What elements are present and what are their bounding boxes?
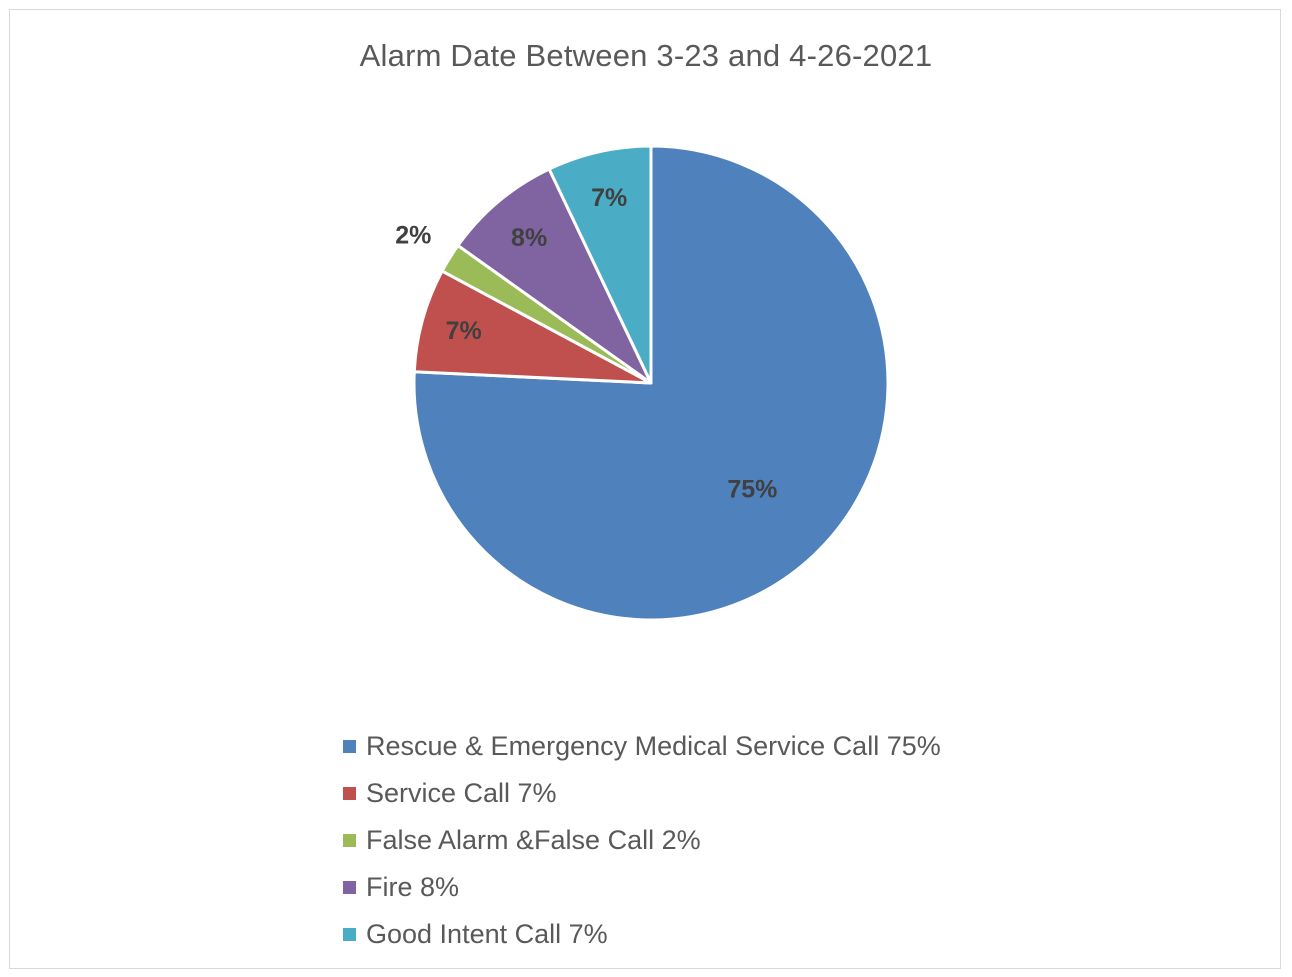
legend-label: Fire 8% [366, 872, 460, 902]
pie-slice-5 [547, 144, 653, 385]
legend-swatch [343, 834, 356, 847]
legend-item-4: Fire 8% [343, 864, 941, 911]
legend-item-2: Service Call 7% [343, 770, 941, 817]
legend-swatch [343, 928, 356, 941]
legend-item-5: Good Intent Call 7% [343, 911, 941, 958]
pie-slice-4 [456, 167, 653, 385]
legend-item-1: Rescue & Emergency Medical Service Call … [343, 723, 941, 770]
legend: Rescue & Emergency Medical Service Call … [343, 723, 941, 958]
chart-area: Alarm Date Between 3-23 and 4-26-2021 75… [9, 9, 1281, 969]
legend-label: Good Intent Call 7% [366, 919, 608, 949]
data-label-4: 8% [511, 224, 547, 252]
data-label-1: 75% [727, 475, 777, 503]
legend-swatch [343, 881, 356, 894]
pie-chart: 75% 7% 2% 8% 7% [395, 144, 890, 622]
legend-swatch [343, 740, 356, 753]
legend-swatch [343, 787, 356, 800]
legend-item-3: False Alarm &False Call 2% [343, 817, 941, 864]
chart-title: Alarm Date Between 3-23 and 4-26-2021 [359, 38, 933, 73]
pie-slice-2 [412, 269, 653, 385]
data-label-2: 7% [446, 317, 482, 345]
legend-label: Service Call 7% [366, 778, 557, 808]
legend-label: False Alarm &False Call 2% [366, 825, 701, 855]
legend-label: Rescue & Emergency Medical Service Call … [366, 731, 941, 761]
data-label-3: 2% [395, 222, 431, 250]
data-label-5: 7% [591, 184, 627, 212]
